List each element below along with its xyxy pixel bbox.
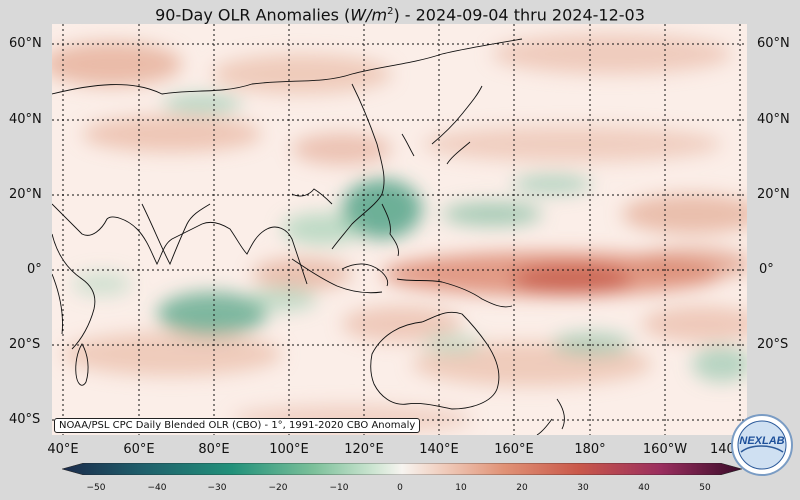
olr-anomaly-map [52, 24, 747, 435]
colorbar-tick: −50 [86, 483, 106, 493]
lat-label-60n-right: 60°N [757, 36, 790, 51]
graticule [52, 24, 747, 435]
lat-label-20s-left: 20°S [9, 337, 41, 352]
lon-label-160w: 160°W [642, 442, 688, 457]
colorbar-tick: 0 [397, 483, 403, 493]
lat-label-20n-right: 20°N [757, 187, 790, 202]
lon-label-180: 180° [574, 442, 606, 457]
lat-label-eq-right: 0° [759, 262, 774, 277]
lat-label-40s-left: 40°S [9, 412, 41, 427]
lon-label-80e: 80°E [198, 442, 230, 457]
anomaly-field [52, 34, 747, 433]
colorbar-tick: 10 [455, 483, 467, 493]
title-unit: W/m [350, 5, 388, 25]
nexlab-logo: NEXLAB [731, 414, 793, 476]
colorbar-tick: −20 [268, 483, 288, 493]
colorbar-tick: −30 [207, 483, 227, 493]
title-unit-exponent: 2 [387, 6, 394, 17]
colorbar-tick: −10 [329, 483, 349, 493]
lat-label-20n-left: 20°N [9, 187, 42, 202]
lon-label-40e: 40°E [47, 442, 79, 457]
data-source-note: NOAA/PSL CPC Daily Blended OLR (CBO) - 1… [54, 418, 421, 433]
svg-text:NEXLAB: NEXLAB [739, 435, 784, 447]
coastlines [52, 38, 565, 435]
map-title: 90-Day OLR Anomalies (W/m2) - 2024-09-04… [155, 5, 645, 25]
lat-label-20s-right: 20°S [757, 337, 789, 352]
lon-label-100e: 100°E [269, 442, 309, 457]
lat-label-eq-left: 0° [27, 262, 42, 277]
lon-label-120e: 120°E [344, 442, 384, 457]
colorbar-tick: 20 [516, 483, 528, 493]
colorbar [62, 463, 742, 475]
lon-label-60e: 60°E [123, 442, 155, 457]
lat-label-40n-left: 40°N [9, 112, 42, 127]
colorbar-tick: 40 [638, 483, 650, 493]
colorbar-tick: 30 [577, 483, 589, 493]
colorbar-tick: −40 [147, 483, 167, 493]
lon-label-160e: 160°E [494, 442, 534, 457]
lon-label-140e: 140°E [419, 442, 459, 457]
map-canvas [52, 24, 747, 435]
colorbar-tick: 50 [699, 483, 711, 493]
lat-label-60n-left: 60°N [9, 36, 42, 51]
lat-label-40n-right: 40°N [757, 112, 790, 127]
